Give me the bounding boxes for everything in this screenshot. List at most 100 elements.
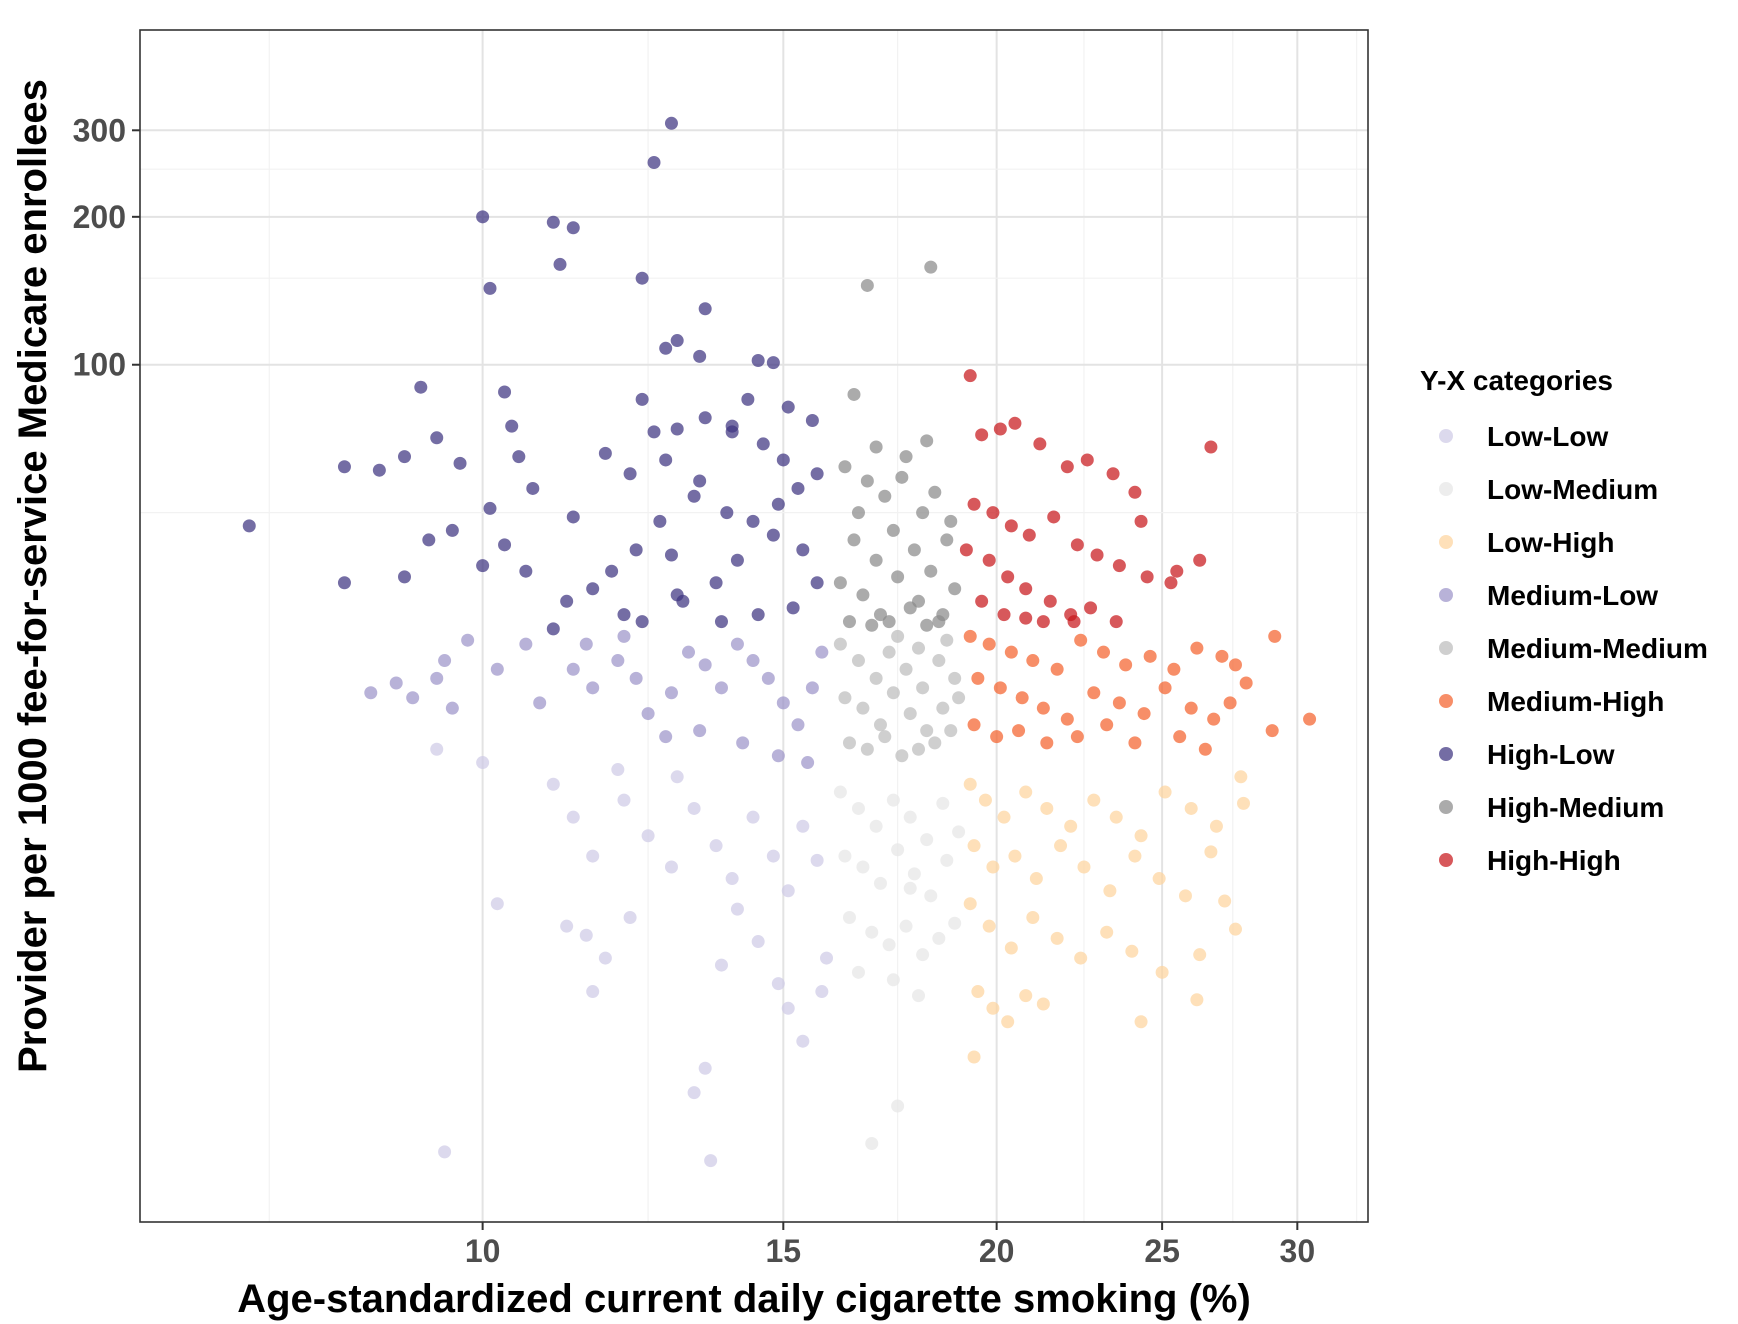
data-point [586, 681, 600, 695]
data-point [924, 564, 938, 578]
data-point [967, 839, 981, 853]
data-point [1228, 922, 1242, 936]
data-point [490, 662, 504, 676]
data-point [445, 701, 459, 715]
data-point [533, 696, 547, 710]
data-point [869, 819, 883, 833]
data-point [1234, 770, 1248, 784]
data-point [1128, 849, 1142, 863]
data-point [975, 594, 989, 608]
data-point [483, 281, 497, 295]
data-point [882, 938, 896, 952]
data-point [389, 676, 403, 690]
data-point [856, 701, 870, 715]
data-point [1019, 582, 1033, 596]
data-point [907, 867, 921, 881]
data-point [791, 481, 805, 495]
data-point [1218, 894, 1232, 908]
data-point [928, 736, 942, 750]
data-point [453, 456, 467, 470]
data-point [430, 431, 444, 445]
data-point [598, 951, 612, 965]
data-point [940, 633, 954, 647]
data-point [865, 1137, 879, 1151]
data-point [986, 1001, 1000, 1015]
data-point [944, 514, 958, 528]
data-point [796, 543, 810, 557]
y-axis-title: Provider per 1000 fee-for-service Medica… [11, 79, 55, 1073]
data-point [1125, 944, 1139, 958]
data-point [1209, 819, 1223, 833]
data-point [730, 637, 744, 651]
data-point [1155, 965, 1169, 979]
data-point [869, 671, 883, 685]
data-point [1067, 615, 1081, 629]
data-point [903, 810, 917, 824]
data-point [617, 793, 631, 807]
data-point [860, 278, 874, 292]
data-point [670, 588, 684, 602]
data-point [476, 756, 490, 770]
data-point [967, 1050, 981, 1064]
data-point [948, 671, 962, 685]
data-point [664, 686, 678, 700]
data-point [1064, 819, 1078, 833]
data-point [1001, 570, 1015, 584]
data-point [414, 380, 428, 394]
data-point [709, 839, 723, 853]
data-point [746, 514, 760, 528]
x-tick-label: 20 [979, 1233, 1015, 1269]
data-point [903, 601, 917, 615]
data-point [1167, 662, 1181, 676]
data-point [1112, 559, 1126, 573]
data-point [693, 724, 707, 738]
data-point [1043, 594, 1057, 608]
data-point [1060, 712, 1074, 726]
data-point [698, 658, 712, 672]
data-point [598, 446, 612, 460]
data-point [751, 354, 765, 368]
data-point [907, 543, 921, 557]
data-point [725, 872, 739, 886]
data-point [776, 696, 790, 710]
data-point [1040, 736, 1054, 750]
legend-key [1439, 800, 1453, 814]
data-point [1265, 724, 1279, 738]
data-point [714, 681, 728, 695]
data-point [687, 489, 701, 503]
data-point [1239, 676, 1253, 690]
data-point [847, 387, 861, 401]
legend-label: Medium-Medium [1487, 633, 1708, 664]
data-point [781, 1001, 795, 1015]
data-point [635, 271, 649, 285]
data-point [693, 349, 707, 363]
data-point [1137, 707, 1151, 721]
data-point [1119, 658, 1133, 672]
data-point [1060, 460, 1074, 474]
data-point [337, 576, 351, 590]
data-point [766, 528, 780, 542]
data-point [704, 1154, 718, 1168]
legend-label: Low-Medium [1487, 474, 1658, 505]
data-point [698, 1061, 712, 1075]
data-point [838, 460, 852, 474]
data-point [771, 497, 785, 511]
data-point [924, 889, 938, 903]
data-point [641, 707, 655, 721]
data-point [1036, 997, 1050, 1011]
data-point [553, 257, 567, 271]
data-point [978, 793, 992, 807]
legend-key [1439, 853, 1453, 867]
data-point [635, 392, 649, 406]
x-tick-label: 30 [1280, 1233, 1316, 1269]
data-point [629, 543, 643, 557]
data-point [693, 474, 707, 488]
data-point [842, 736, 856, 750]
data-point [982, 637, 996, 651]
data-point [664, 860, 678, 874]
data-point [982, 553, 996, 567]
data-point [1077, 860, 1091, 874]
data-point [670, 334, 684, 348]
data-point [1070, 538, 1084, 552]
